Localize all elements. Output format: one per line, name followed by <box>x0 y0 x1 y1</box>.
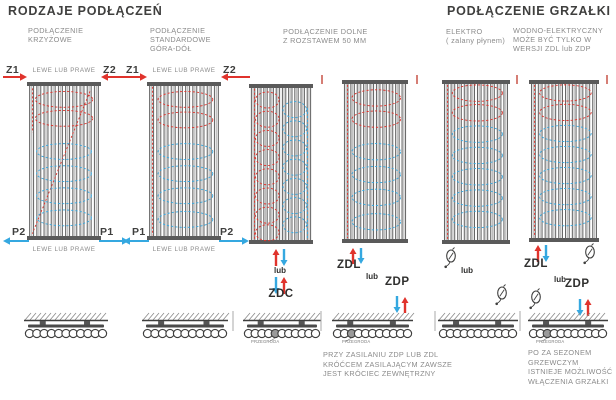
radiator-elektro <box>442 80 510 244</box>
page-title-right: PODŁĄCZENIE GRZAŁKI <box>447 4 611 18</box>
radiator-standardowe <box>147 82 221 240</box>
note-heater-season: PO ZA SEZONEM GRZEWCZYM ISTNIEJE MOŻLIWO… <box>528 348 613 386</box>
code-label-zdl: ZDL <box>524 258 548 270</box>
column-label-dolne: PODŁĄCZENIE DOLNE Z ROZSTAWEM 50 MM <box>283 27 368 45</box>
radiator-cross-section <box>528 312 608 342</box>
supply-return-arrows-vertical <box>272 245 592 316</box>
column-label-standardowe: PODŁĄCZENIE STANDARDOWE GÓRA-DÓŁ <box>150 26 211 53</box>
code-label-zdp: ZDP <box>385 276 410 288</box>
port-label-z2: Z2 <box>103 64 117 76</box>
code-label-zdp: ZDP <box>565 278 590 290</box>
column-label-wodno: WODNO-ELEKTRYCZNY MOŻE BYĆ TYLKO W WERSJ… <box>513 26 604 53</box>
flow-pattern <box>447 84 503 240</box>
radiator-zdl-zdp <box>342 80 408 243</box>
flow-pattern <box>254 88 308 242</box>
port-label-p1: P1 <box>100 226 114 238</box>
note-supply-connection: PRZY ZASILANIU ZDP LUB ZDL KRÓĆCEM ZASIL… <box>323 350 453 379</box>
supply-return-arrows-horizontal <box>3 73 250 245</box>
radiator-cross-section <box>24 312 108 339</box>
radiator-dolne-zdc <box>249 84 313 244</box>
partition-label: PRZEGRODA <box>251 339 280 344</box>
side-note-bottom: LEWE LUB PRAWE <box>152 246 216 253</box>
or-label: lub <box>554 275 566 284</box>
port-label-z2: Z2 <box>223 64 237 76</box>
flow-pattern <box>534 84 592 238</box>
radiator-cross-section <box>142 312 230 339</box>
code-label-zdl: ZDL <box>337 259 361 271</box>
side-note-top: LEWE LUB PRAWE <box>152 67 216 74</box>
heating-element-icon <box>495 284 507 306</box>
port-label-p2: P2 <box>220 226 234 238</box>
partition-label: PRZEGRODA <box>342 339 371 344</box>
side-note-top: LEWE LUB PRAWE <box>32 67 96 74</box>
side-note-bottom: LEWE LUB PRAWE <box>32 246 96 253</box>
or-label: lub <box>461 266 473 275</box>
or-label: lub <box>274 266 286 275</box>
code-label-zdc: ZDC <box>268 288 294 300</box>
radiator-cross-section <box>243 312 321 342</box>
radiator-wodno <box>529 80 599 242</box>
partition-label: PRZEGRODA <box>536 339 565 344</box>
page-title-left: RODZAJE PODŁĄCZEŃ <box>8 4 163 18</box>
port-label-z1: Z1 <box>126 64 140 76</box>
flow-pattern <box>152 86 214 236</box>
column-label-krzyzowe: PODŁĄCZENIE KRZYŻOWE <box>28 26 84 44</box>
heating-element-icon <box>583 243 595 265</box>
flow-pattern <box>347 84 402 239</box>
or-label: lub <box>366 272 378 281</box>
port-label-p1: P1 <box>132 226 146 238</box>
radiator-cross-section <box>438 312 518 339</box>
column-label-elektro: ELEKTRO ( zalany płynem) <box>446 27 506 45</box>
heating-element-icon <box>529 288 541 310</box>
heating-element-icon <box>444 247 456 269</box>
radiator-cross-section <box>332 312 415 342</box>
port-label-z1: Z1 <box>6 64 20 76</box>
radiator-krzyzowe <box>27 82 101 240</box>
flow-pattern <box>31 88 94 234</box>
section-marks <box>232 75 608 331</box>
port-label-p2: P2 <box>12 226 26 238</box>
